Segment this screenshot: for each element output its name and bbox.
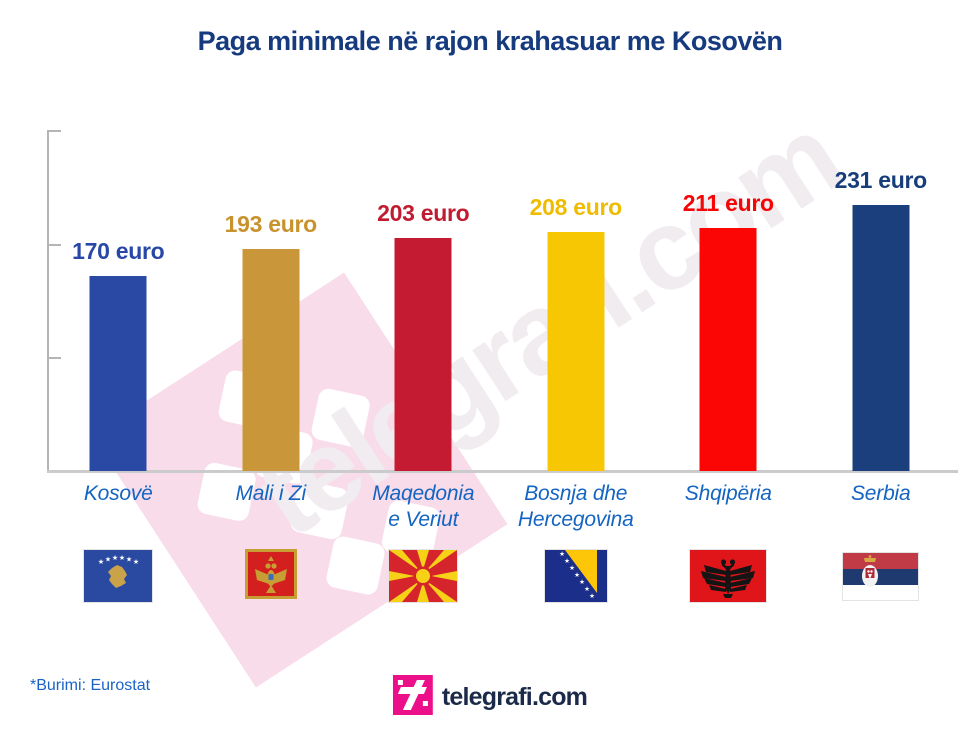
bar-mali-i-zi bbox=[242, 249, 300, 471]
category-cell-maqedonia: Maqedonia e Veriut bbox=[347, 481, 500, 603]
bar-kosove bbox=[89, 276, 147, 471]
chart-column-maqedonia: 203 euro bbox=[347, 130, 500, 472]
svg-text:★: ★ bbox=[119, 554, 125, 562]
category-label-line: Maqedonia bbox=[372, 482, 475, 505]
chart-column-kosove: 170 euro bbox=[42, 130, 195, 472]
bar-shqiperia bbox=[699, 228, 757, 471]
bosnia-herzegovina-flag: ★ ★ ★ ★ ★ ★ ★ bbox=[543, 549, 608, 603]
svg-text:★: ★ bbox=[98, 558, 104, 566]
category-label: Mali i Zi bbox=[235, 481, 306, 543]
y-axis-tick bbox=[47, 130, 61, 132]
category-label-line: Kosovë bbox=[83, 482, 153, 505]
category-label: Shqipëria bbox=[685, 481, 772, 543]
x-axis-baseline bbox=[47, 470, 958, 473]
category-label: Maqedonia e Veriut bbox=[372, 481, 474, 543]
category-label: Bosnja dhe Hercegovina bbox=[518, 481, 634, 543]
svg-text:★: ★ bbox=[126, 556, 132, 564]
chart-column-bosnja: 208 euro bbox=[500, 130, 653, 472]
bar-value-label: 231 euro bbox=[834, 167, 928, 193]
svg-text:★: ★ bbox=[559, 550, 565, 558]
albania-flag bbox=[689, 549, 768, 603]
svg-text:★: ★ bbox=[112, 554, 118, 562]
bar-bosnja bbox=[547, 232, 605, 471]
bar-value-label: 211 euro bbox=[682, 190, 774, 216]
category-cell-bosnja: Bosnja dhe Hercegovina ★ ★ ★ ★ ★ ★ ★ bbox=[500, 481, 653, 603]
category-label-line: e Veriut bbox=[388, 508, 459, 531]
chart-column-mali-i-zi: 193 euro bbox=[195, 130, 348, 472]
y-axis-tick bbox=[47, 357, 61, 359]
bar-value-label: 208 euro bbox=[529, 194, 623, 220]
svg-text:★: ★ bbox=[133, 558, 139, 566]
category-cell-shqiperia: Shqipëria bbox=[652, 481, 805, 603]
bar-serbia bbox=[852, 205, 910, 471]
category-label-line: Shqipëria bbox=[684, 482, 772, 505]
telegrafi-t-icon bbox=[392, 675, 433, 720]
brand-text: telegrafi.com bbox=[441, 683, 588, 711]
north-macedonia-flag bbox=[388, 549, 459, 603]
source-note: *Burimi: Eurostat bbox=[30, 677, 151, 694]
svg-text:★: ★ bbox=[564, 557, 570, 565]
chart-column-shqiperia: 211 euro bbox=[652, 130, 805, 472]
chart-title: Paga minimale në rajon krahasuar me Koso… bbox=[197, 26, 783, 56]
kosovo-flag: ★ ★ ★ ★ ★ ★ bbox=[83, 549, 154, 603]
category-label-line: Mali i Zi bbox=[235, 482, 307, 505]
svg-text:★: ★ bbox=[584, 585, 590, 593]
category-cell-mali-i-zi: Mali i Zi bbox=[195, 481, 348, 603]
svg-text:★: ★ bbox=[569, 564, 575, 572]
montenegro-flag bbox=[244, 549, 297, 599]
category-label-line: Serbia bbox=[850, 482, 911, 505]
bar-value-label: 193 euro bbox=[224, 211, 318, 237]
bar-chart-plot: 170 euro 193 euro 203 euro 208 euro 211 … bbox=[42, 130, 957, 472]
category-label: Kosovë bbox=[84, 481, 153, 543]
chart-column-serbia: 231 euro bbox=[805, 130, 958, 472]
category-cell-kosove: Kosovë ★ ★ ★ ★ ★ ★ bbox=[42, 481, 195, 603]
svg-text:★: ★ bbox=[579, 578, 585, 586]
category-cell-serbia: Serbia bbox=[805, 481, 958, 603]
svg-text:★: ★ bbox=[589, 592, 595, 600]
bar-value-label: 170 euro bbox=[72, 238, 165, 264]
category-label-line: Hercegovina bbox=[517, 508, 634, 531]
category-label: Serbia bbox=[851, 481, 911, 543]
bar-maqedonia bbox=[394, 238, 452, 471]
telegrafi-brand: telegrafi.com bbox=[392, 675, 588, 720]
y-axis bbox=[47, 130, 49, 473]
serbia-flag bbox=[842, 552, 920, 601]
y-axis-tick bbox=[47, 244, 61, 246]
svg-text:★: ★ bbox=[574, 571, 580, 579]
svg-text:★: ★ bbox=[105, 556, 111, 564]
bar-value-label: 203 euro bbox=[377, 200, 470, 226]
category-label-line: Bosnja dhe bbox=[524, 482, 628, 505]
category-axis-row: Kosovë ★ ★ ★ ★ ★ ★ Mali i Zi bbox=[42, 481, 957, 603]
